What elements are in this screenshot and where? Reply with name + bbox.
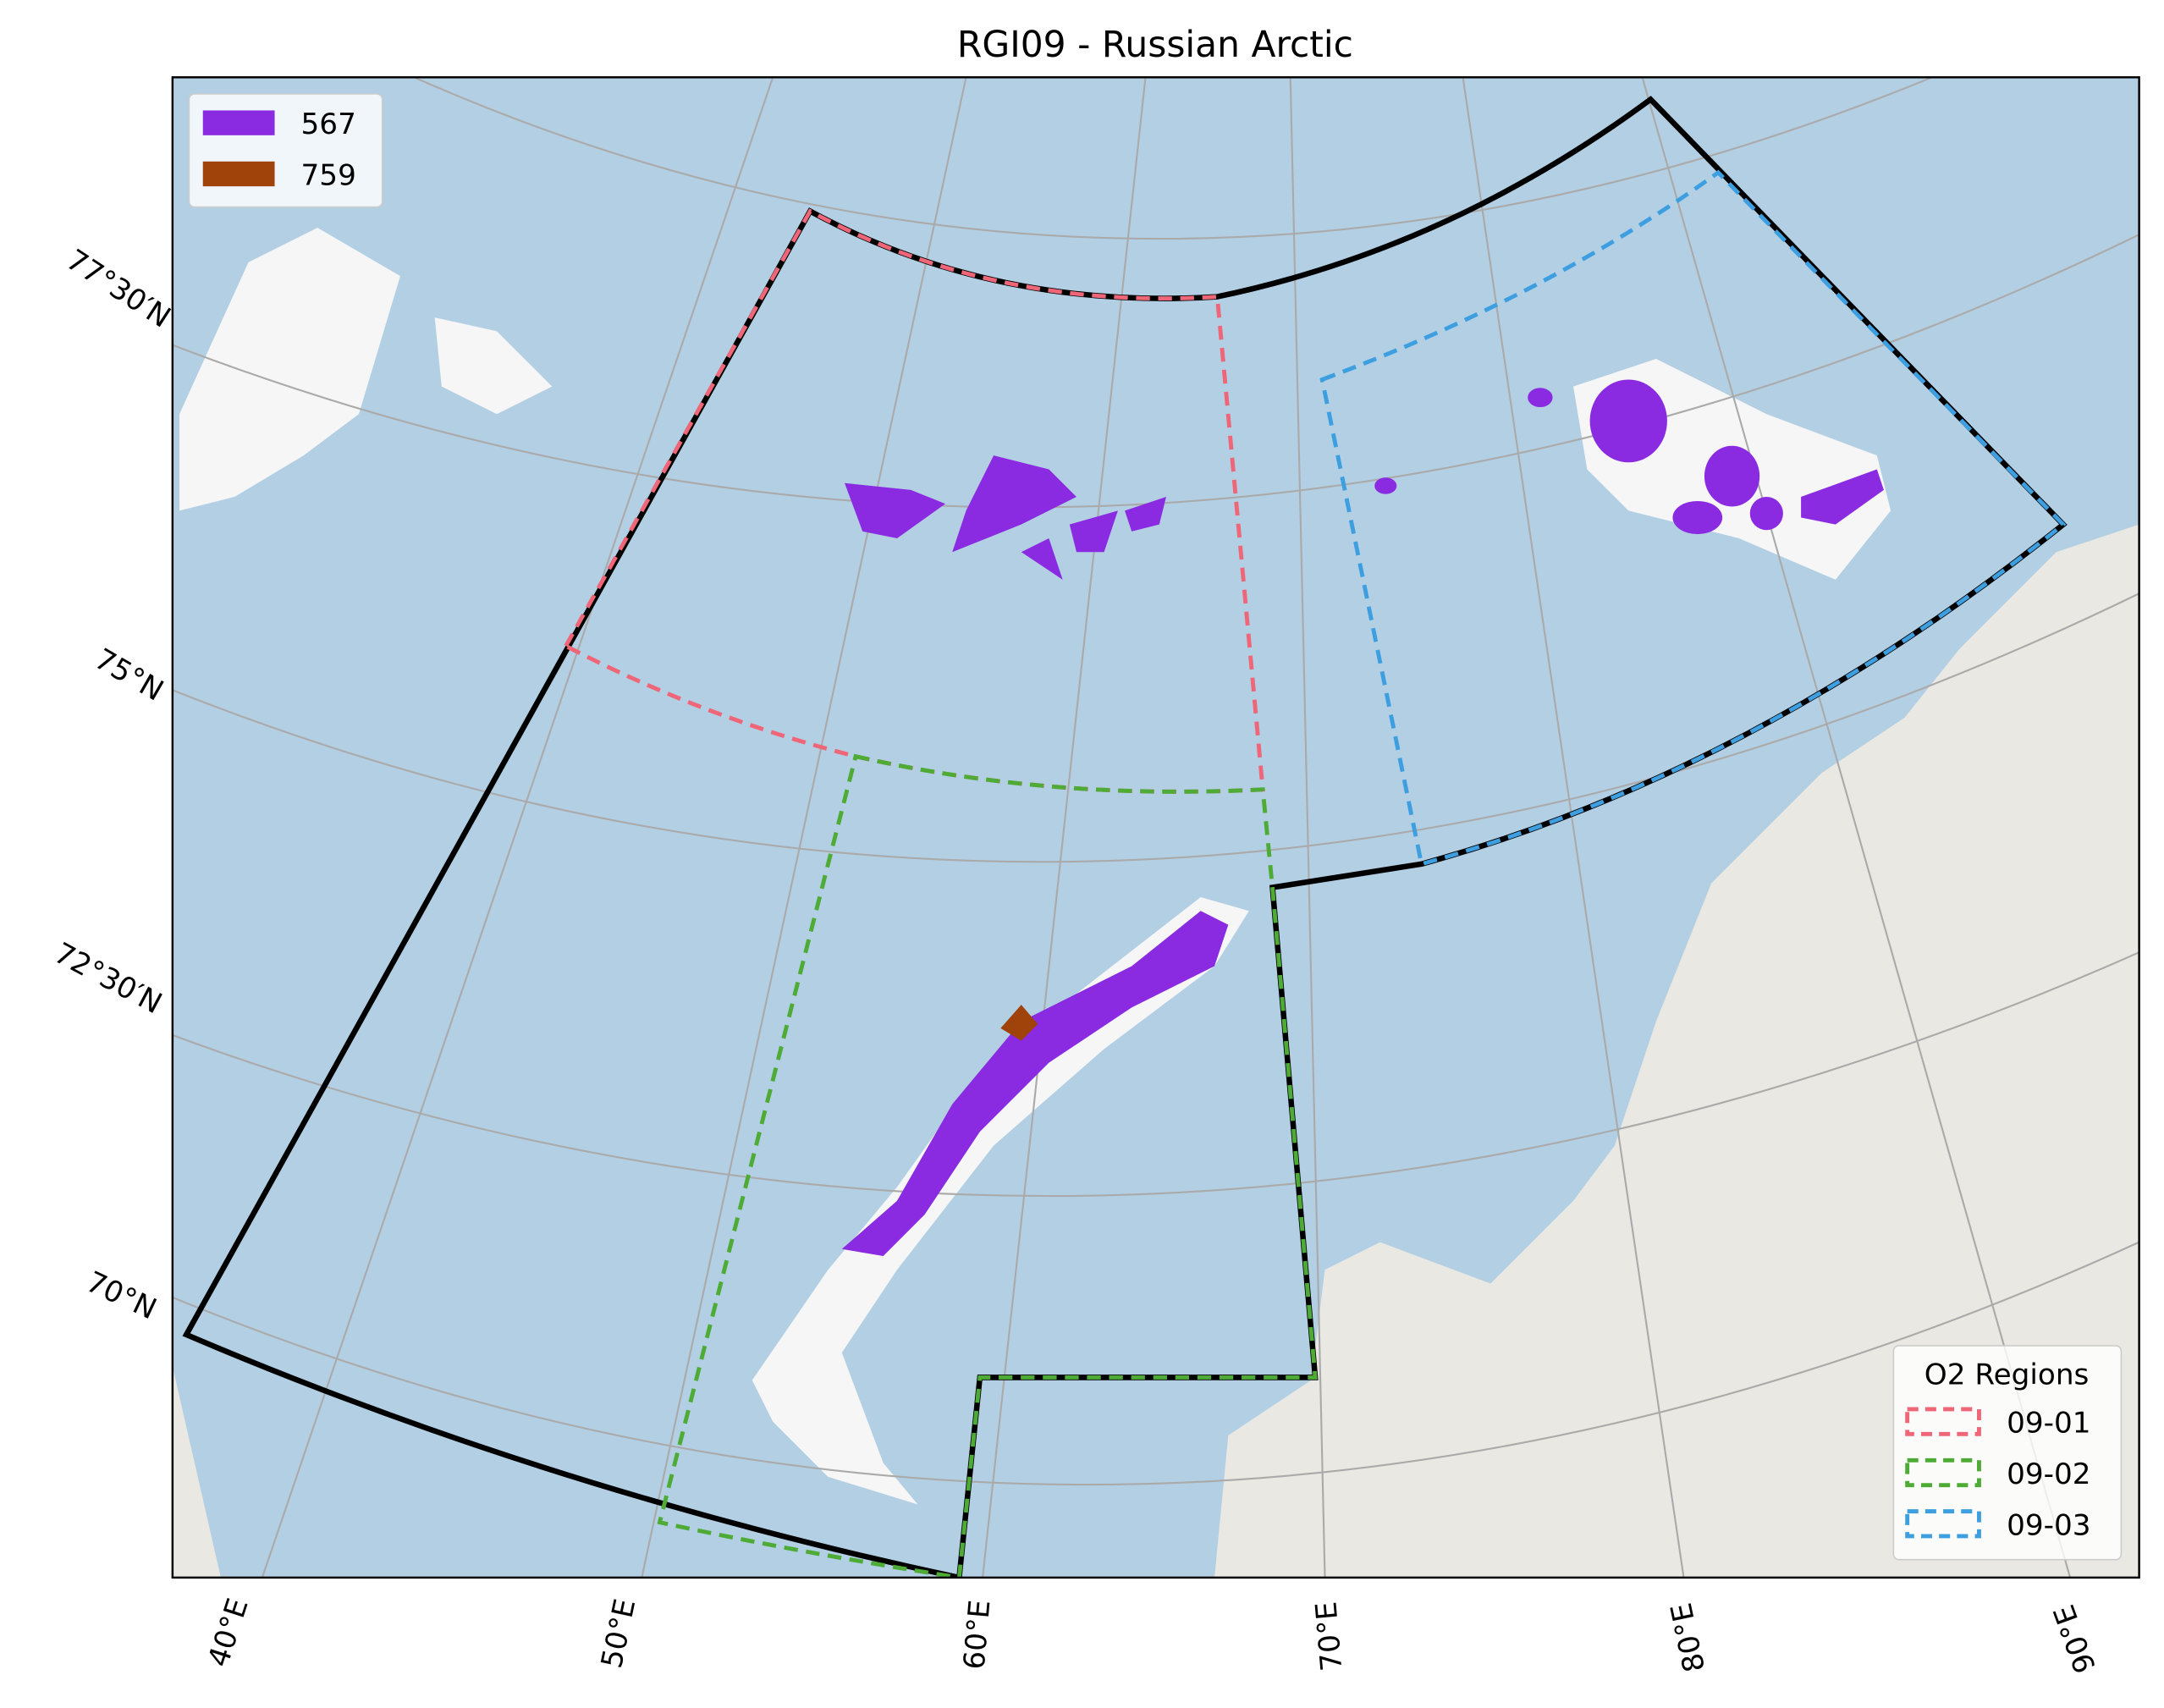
svalbard — [179, 228, 400, 511]
legend-label: 759 — [301, 159, 356, 193]
lat-label: 72°30′N — [48, 936, 167, 1021]
map-frame — [171, 76, 2140, 1579]
legend-label: 09-01 — [2007, 1407, 2090, 1441]
legend-label: 09-02 — [2007, 1457, 2090, 1491]
lat-label: 70°N — [81, 1265, 162, 1327]
lon-label: 80°E — [1665, 1600, 1712, 1675]
glaciers — [841, 379, 1884, 1256]
region-outlines — [182, 96, 2068, 1578]
mainland-west — [172, 1366, 221, 1578]
lon-label: 40°E — [201, 1595, 255, 1672]
map-title: RGI09 - Russian Arctic — [957, 24, 1353, 65]
lon-label: 60°E — [958, 1599, 998, 1671]
map-area — [172, 77, 2139, 1578]
legend-label: 567 — [301, 107, 356, 141]
region-legend: O2 Regions 09-01 09-02 09-03 — [1892, 1345, 2123, 1561]
mainland — [1214, 524, 2139, 1578]
region-legend-title: O2 Regions — [1924, 1358, 2090, 1392]
lat-label: 77°30′N — [60, 243, 176, 335]
legend-swatch — [202, 161, 275, 187]
legend-label: 09-03 — [2007, 1508, 2090, 1542]
legend-swatch — [1905, 1457, 1981, 1488]
lon-label: 70°E — [1309, 1601, 1349, 1672]
lon-label: 50°E — [595, 1596, 642, 1672]
glacier-legend: 567 759 — [188, 93, 383, 208]
kvitoya — [434, 317, 553, 415]
legend-swatch — [1905, 1509, 1981, 1539]
legend-swatch — [202, 110, 275, 135]
lat-label: 75°N — [89, 642, 169, 708]
lon-label: 90°E — [2047, 1601, 2103, 1678]
legend-swatch — [1905, 1407, 1981, 1436]
